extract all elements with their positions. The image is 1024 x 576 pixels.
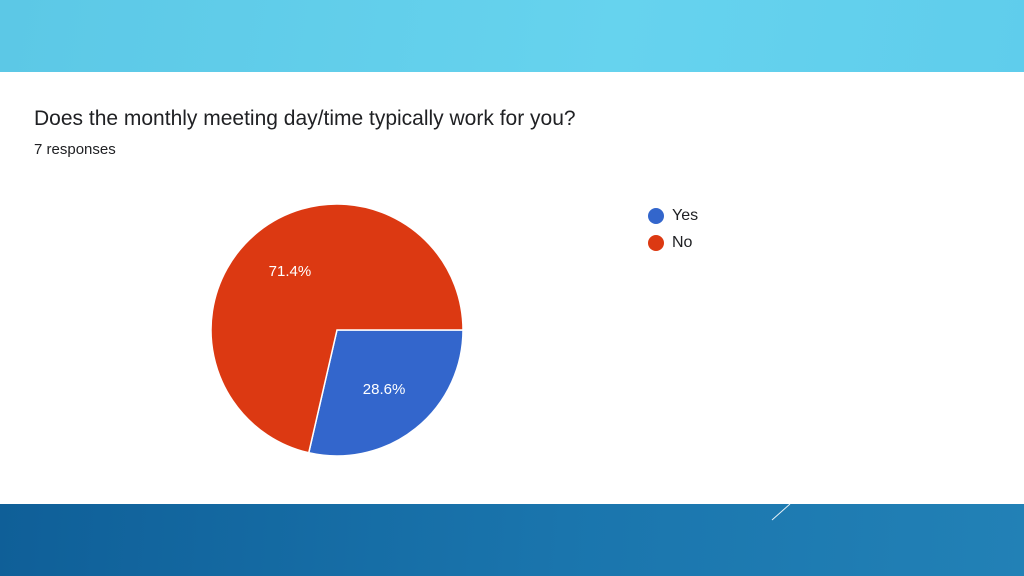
slice-label-yes: 28.6% — [363, 381, 406, 398]
legend-label-no: No — [672, 233, 693, 251]
pie-slice-no — [210, 203, 464, 454]
chart-title: Does the monthly meeting day/time typica… — [34, 107, 576, 130]
slice-label-no: 71.4% — [269, 263, 312, 280]
pie-slice-yes — [307, 329, 464, 457]
legend-item-yes: Yes — [648, 202, 698, 229]
top-decorative-band — [0, 0, 1024, 72]
decorative-slash — [771, 503, 791, 521]
legend-swatch-no — [648, 234, 664, 251]
legend-item-no: No — [648, 229, 698, 256]
response-count: 7 responses — [34, 141, 116, 158]
bottom-decorative-band — [0, 504, 1024, 576]
legend-swatch-yes — [648, 207, 664, 224]
chart-legend: Yes No — [648, 202, 698, 256]
legend-label-yes: Yes — [672, 206, 699, 224]
